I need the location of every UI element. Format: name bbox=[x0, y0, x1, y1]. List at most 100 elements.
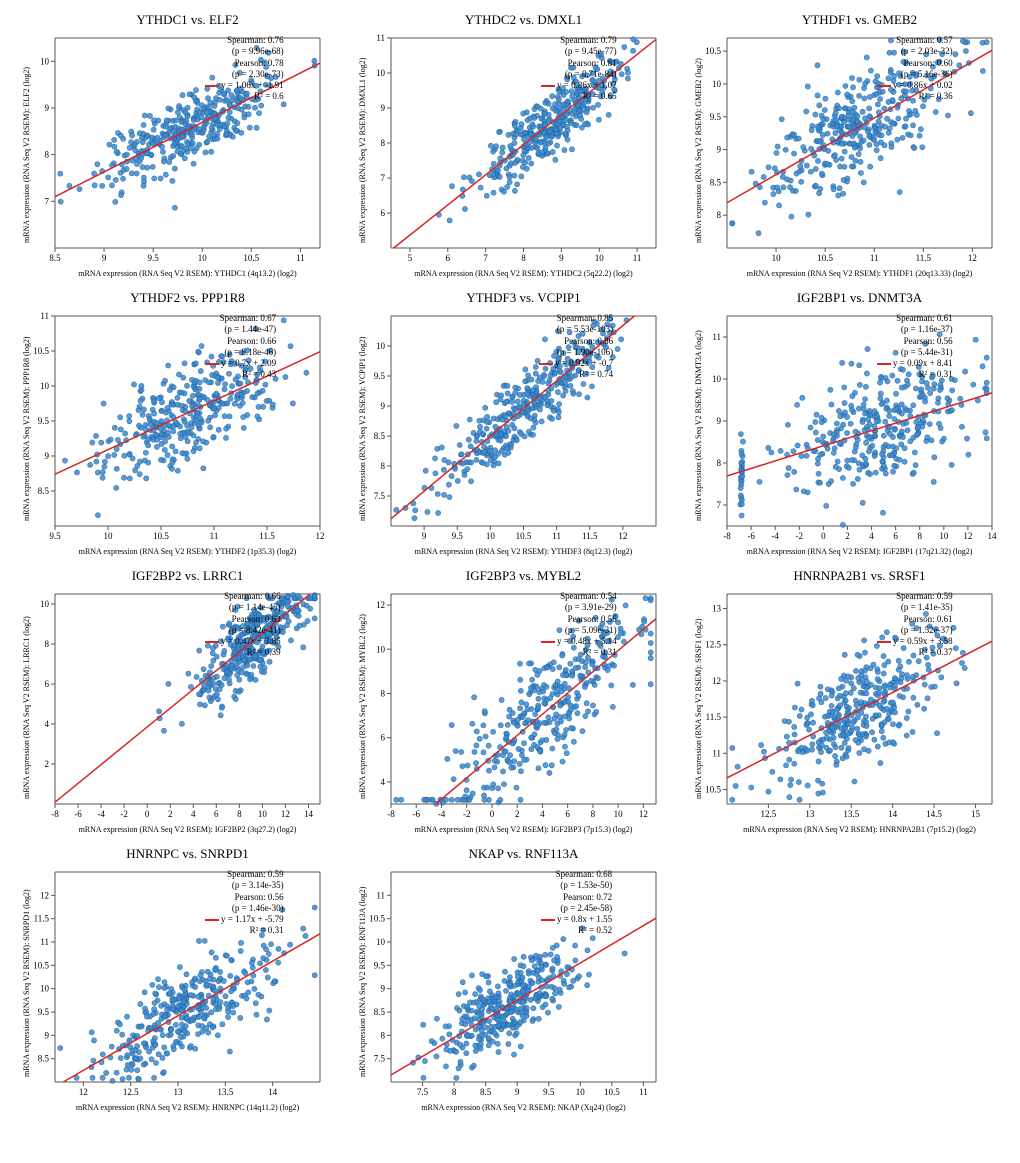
svg-text:12: 12 bbox=[712, 676, 721, 686]
svg-text:8: 8 bbox=[717, 210, 722, 220]
svg-text:10: 10 bbox=[40, 984, 50, 994]
svg-text:6: 6 bbox=[214, 809, 219, 819]
svg-text:13: 13 bbox=[174, 1087, 184, 1097]
svg-text:13: 13 bbox=[712, 603, 722, 613]
svg-text:NKAP vs. RNF113A: NKAP vs. RNF113A bbox=[469, 846, 580, 861]
svg-text:10: 10 bbox=[40, 56, 50, 66]
svg-text:6: 6 bbox=[893, 531, 898, 541]
svg-text:0: 0 bbox=[490, 809, 495, 819]
svg-text:11: 11 bbox=[712, 332, 721, 342]
svg-text:5: 5 bbox=[408, 253, 413, 263]
plot-area: 12.51313.51414.51510.51111.51212.513HNRN… bbox=[682, 566, 1002, 841]
svg-text:10: 10 bbox=[104, 531, 114, 541]
svg-text:8: 8 bbox=[381, 1030, 386, 1040]
svg-text:12.5: 12.5 bbox=[761, 809, 777, 819]
svg-text:10.5: 10.5 bbox=[153, 531, 169, 541]
svg-text:8.5: 8.5 bbox=[374, 1007, 386, 1017]
svg-text:10: 10 bbox=[772, 253, 782, 263]
svg-text:8.5: 8.5 bbox=[38, 486, 50, 496]
svg-text:14: 14 bbox=[888, 809, 898, 819]
svg-text:8: 8 bbox=[452, 1087, 457, 1097]
svg-text:9: 9 bbox=[422, 531, 427, 541]
svg-text:10: 10 bbox=[376, 644, 386, 654]
svg-text:7: 7 bbox=[717, 500, 722, 510]
svg-text:8: 8 bbox=[521, 253, 526, 263]
svg-text:7.5: 7.5 bbox=[417, 1087, 429, 1097]
svg-text:6: 6 bbox=[381, 208, 386, 218]
scatter-panel: -8-6-4-202468101214246810IGF2BP2 vs. LRR… bbox=[10, 566, 330, 836]
svg-text:-8: -8 bbox=[723, 531, 731, 541]
svg-text:4: 4 bbox=[45, 719, 50, 729]
svg-text:YTHDC2 vs. DMXL1: YTHDC2 vs. DMXL1 bbox=[465, 12, 582, 27]
svg-text:0: 0 bbox=[145, 809, 150, 819]
svg-text:-8: -8 bbox=[387, 809, 395, 819]
svg-text:9.5: 9.5 bbox=[38, 1007, 50, 1017]
svg-text:12: 12 bbox=[376, 600, 385, 610]
scatter-panel: 99.51010.51111.5127.588.599.510YTHDF3 vs… bbox=[346, 288, 666, 558]
svg-text:0: 0 bbox=[821, 531, 826, 541]
svg-text:10: 10 bbox=[614, 809, 624, 819]
scatter-panel: 1010.51111.51288.599.51010.5YTHDF1 vs. G… bbox=[682, 10, 1002, 280]
svg-text:8: 8 bbox=[45, 150, 50, 160]
stats-box: Spearman: 0.76 (p = 9.96e-68) Pearson: 0… bbox=[205, 35, 284, 103]
svg-text:IGF2BP3 vs. MYBL2: IGF2BP3 vs. MYBL2 bbox=[466, 568, 581, 583]
svg-text:4: 4 bbox=[540, 809, 545, 819]
svg-text:10.5: 10.5 bbox=[705, 785, 721, 795]
svg-text:9: 9 bbox=[515, 1087, 520, 1097]
svg-text:11.5: 11.5 bbox=[916, 253, 932, 263]
svg-text:YTHDF2 vs. PPP1R8: YTHDF2 vs. PPP1R8 bbox=[130, 290, 245, 305]
svg-text:12.5: 12.5 bbox=[705, 640, 721, 650]
svg-text:9.5: 9.5 bbox=[38, 416, 50, 426]
scatter-panel: 9.51010.51111.5128.599.51010.511YTHDF2 v… bbox=[10, 288, 330, 558]
svg-text:-6: -6 bbox=[747, 531, 755, 541]
stats-box: Spearman: 0.85 (p = 5.53e-103) Pearson: … bbox=[539, 313, 613, 381]
svg-text:10: 10 bbox=[595, 253, 605, 263]
scatter-panel: 1212.51313.5148.599.51010.51111.512HNRNP… bbox=[10, 844, 330, 1114]
svg-text:9.5: 9.5 bbox=[710, 112, 722, 122]
svg-text:8.5: 8.5 bbox=[710, 177, 722, 187]
svg-text:11.5: 11.5 bbox=[259, 531, 275, 541]
plot-area: -8-6-4-2024681012147891011IGF2BP1 vs. DN… bbox=[682, 288, 1002, 563]
svg-text:10: 10 bbox=[939, 531, 949, 541]
svg-text:11: 11 bbox=[40, 937, 49, 947]
svg-text:6: 6 bbox=[446, 253, 451, 263]
svg-text:12: 12 bbox=[963, 531, 972, 541]
svg-text:9: 9 bbox=[381, 984, 386, 994]
svg-text:9.5: 9.5 bbox=[374, 371, 386, 381]
y-axis-label: mRNA expression (RNA Seq V2 RSEM): DMXL1… bbox=[358, 58, 367, 243]
svg-text:10.5: 10.5 bbox=[705, 46, 721, 56]
svg-text:11.5: 11.5 bbox=[34, 914, 50, 924]
svg-text:10: 10 bbox=[258, 809, 268, 819]
scatter-grid: 8.5 9 9.5 10 10.5 11 7 8 9 10 YTHDC1 vs. ELF2 mRNA… bbox=[10, 10, 1010, 1114]
svg-text:11: 11 bbox=[712, 748, 721, 758]
svg-text:8.5: 8.5 bbox=[374, 431, 386, 441]
stats-box: Spearman: 0.66 (p = 1.14e-45) Pearson: 0… bbox=[205, 591, 281, 659]
svg-text:13.5: 13.5 bbox=[843, 809, 859, 819]
svg-text:10.5: 10.5 bbox=[817, 253, 833, 263]
svg-text:8: 8 bbox=[237, 809, 242, 819]
scatter-panel: 7.588.599.51010.5117.588.599.51010.511NK… bbox=[346, 844, 666, 1114]
y-axis-label: mRNA expression (RNA Seq V2 RSEM): LRRC1… bbox=[22, 616, 31, 799]
svg-text:-4: -4 bbox=[771, 531, 779, 541]
scatter-panel: 8.599.51010.51178910YTHDC1 vs. ELF2 mRNA… bbox=[10, 10, 330, 280]
svg-text:YTHDF3 vs. VCPIP1: YTHDF3 vs. VCPIP1 bbox=[466, 290, 580, 305]
svg-text:-6: -6 bbox=[74, 809, 82, 819]
svg-text:IGF2BP1 vs. DNMT3A: IGF2BP1 vs. DNMT3A bbox=[797, 290, 923, 305]
plot-area: 99.51010.51111.5127.588.599.510YTHDF3 vs… bbox=[346, 288, 666, 563]
svg-text:12: 12 bbox=[639, 809, 648, 819]
y-axis-label: mRNA expression (RNA Seq V2 RSEM): RNF11… bbox=[358, 887, 367, 1077]
svg-text:8: 8 bbox=[381, 138, 386, 148]
svg-text:YTHDC1 vs. ELF2: YTHDC1 vs. ELF2 bbox=[136, 12, 238, 27]
svg-text:8.5: 8.5 bbox=[480, 1087, 492, 1097]
svg-text:11: 11 bbox=[870, 253, 879, 263]
svg-text:9.5: 9.5 bbox=[148, 253, 160, 263]
svg-text:11: 11 bbox=[40, 311, 49, 321]
plot-area: 1010.51111.51288.599.51010.5YTHDF1 vs. G… bbox=[682, 10, 1002, 285]
svg-text:9.5: 9.5 bbox=[543, 1087, 555, 1097]
svg-text:9: 9 bbox=[717, 145, 722, 155]
svg-text:-4: -4 bbox=[438, 809, 446, 819]
svg-text:9.5: 9.5 bbox=[374, 960, 386, 970]
svg-text:7: 7 bbox=[45, 196, 50, 206]
svg-text:6: 6 bbox=[45, 679, 50, 689]
svg-text:10: 10 bbox=[712, 374, 722, 384]
